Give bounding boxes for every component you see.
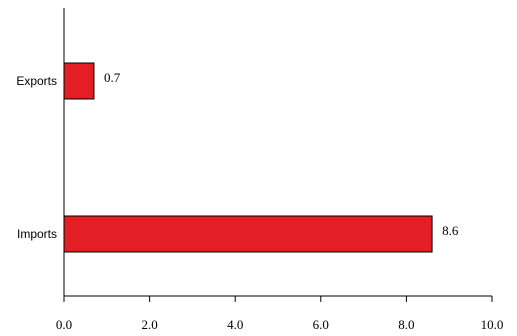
x-tick-label: 2.0 bbox=[141, 317, 157, 332]
category-label-imports: Imports bbox=[17, 227, 57, 241]
category-label-exports: Exports bbox=[16, 74, 57, 88]
x-tick-label: 6.0 bbox=[313, 317, 329, 332]
x-tick-label: 10.0 bbox=[481, 317, 504, 332]
x-tick-label: 4.0 bbox=[227, 317, 243, 332]
labels-layer: Exports 0.7 Imports 8.6 bbox=[16, 70, 459, 241]
value-label-exports: 0.7 bbox=[104, 70, 121, 85]
x-ticks-layer: 0.0 2.0 4.0 6.0 8.0 10.0 bbox=[56, 296, 504, 332]
bars-layer bbox=[63, 62, 433, 253]
value-label-imports: 8.6 bbox=[442, 223, 459, 238]
x-tick-label: 0.0 bbox=[56, 317, 72, 332]
axes-layer bbox=[63, 8, 492, 297]
x-tick-label: 8.0 bbox=[398, 317, 414, 332]
bar-imports bbox=[63, 215, 433, 253]
bar-exports bbox=[63, 62, 95, 100]
